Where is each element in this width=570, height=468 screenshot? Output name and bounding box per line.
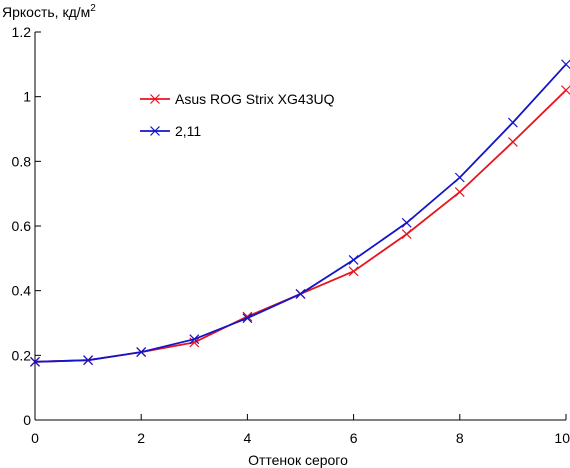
y-tick-label: 1.2 (12, 24, 32, 40)
marker-stroke (348, 255, 359, 265)
marker-stroke (401, 229, 412, 240)
marker-stroke (454, 172, 465, 183)
marker-stroke (454, 187, 465, 197)
marker-stroke (83, 355, 94, 366)
data-point-marker (189, 334, 200, 345)
data-point-marker (348, 266, 359, 277)
legend-marker (150, 94, 160, 104)
legend-label: Asus ROG Strix XG43UQ (175, 91, 335, 107)
series-1 (30, 59, 570, 367)
series-0 (30, 85, 570, 367)
marker-stroke (561, 85, 570, 96)
x-tick-label: 10 (554, 430, 570, 446)
data-point-marker (295, 288, 306, 299)
marker-stroke (189, 334, 200, 345)
series-layer (30, 59, 570, 367)
y-axis-label: Яркость, кд/м2 (2, 3, 96, 20)
data-point-marker (401, 217, 412, 228)
y-tick-label: 0 (23, 412, 31, 428)
marker-stroke (348, 266, 359, 277)
y-tick-label: 0.8 (12, 153, 32, 169)
x-tick-label: 6 (350, 430, 358, 446)
data-point-marker (83, 355, 94, 366)
data-point-marker (454, 187, 465, 197)
legend-entry: 2,11 (140, 123, 201, 139)
y-tick-label: 0.4 (12, 283, 32, 299)
x-tick-label: 4 (244, 430, 252, 446)
data-point-marker (136, 347, 147, 358)
y-tick-label: 0.6 (12, 218, 32, 234)
data-point-marker (507, 137, 518, 147)
data-point-marker (454, 172, 465, 183)
marker-stroke (30, 356, 40, 367)
data-point-marker (561, 59, 570, 70)
marker-stroke (136, 347, 147, 358)
x-tick-label: 8 (456, 430, 464, 446)
data-point-marker (348, 255, 359, 265)
y-axis-label-superscript: 2 (90, 3, 96, 14)
data-point-marker (507, 117, 518, 128)
legend: Asus ROG Strix XG43UQ 2,11 (140, 91, 335, 139)
marker-stroke (507, 117, 518, 128)
x-tick-label: 2 (137, 430, 145, 446)
axes: 0 0.2 0.4 0.6 0.8 1 1.2 0 2 4 6 8 10 (12, 24, 570, 446)
data-point-marker (401, 229, 412, 240)
series-line (34, 63, 567, 363)
marker-stroke (507, 137, 518, 147)
data-point-marker (242, 313, 253, 324)
legend-entry: Asus ROG Strix XG43UQ (140, 91, 335, 107)
marker-stroke (242, 313, 253, 324)
data-point-marker (30, 356, 40, 367)
series-line (34, 89, 567, 363)
marker-stroke (189, 337, 200, 348)
x-tick-label: 0 (31, 430, 39, 446)
marker-stroke (401, 217, 412, 228)
data-point-marker (561, 85, 570, 96)
y-tick-label: 0.2 (12, 347, 32, 363)
x-axis-label: Оттенок серого (248, 452, 348, 468)
legend-marker (150, 126, 160, 136)
legend-label: 2,11 (175, 123, 201, 139)
y-tick-label: 1 (23, 89, 31, 105)
marker-stroke (561, 59, 570, 70)
marker-stroke (295, 288, 306, 299)
